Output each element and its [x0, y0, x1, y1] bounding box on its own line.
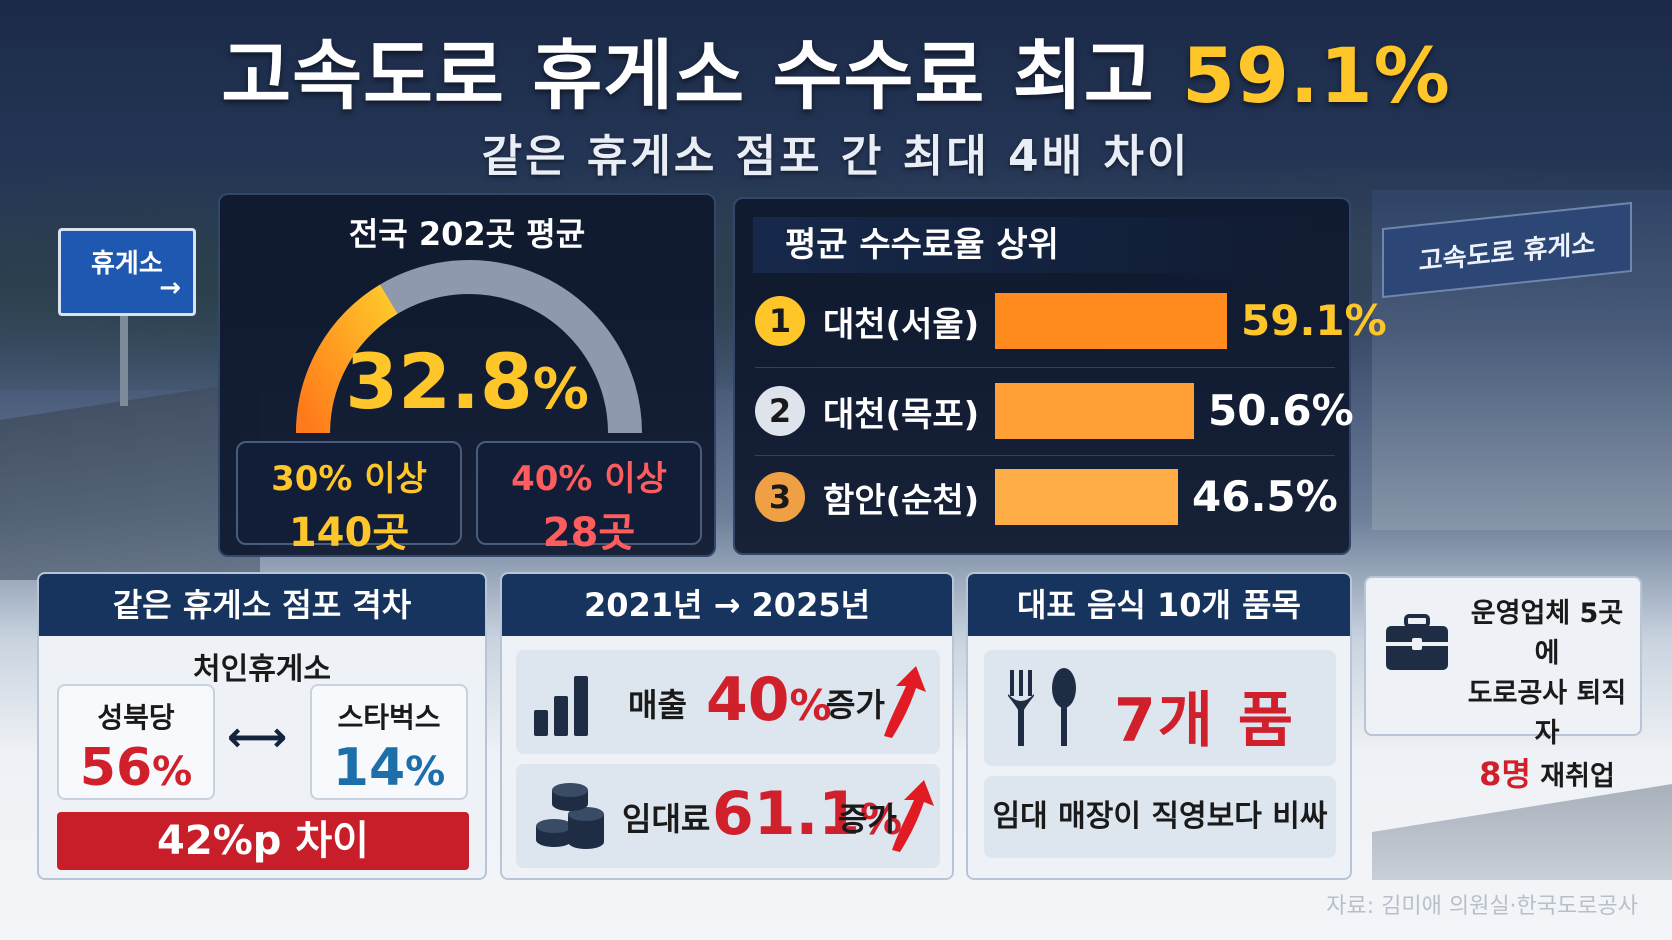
rent-increase-unit: %	[860, 795, 903, 844]
over-30-box: 30% 이상 140곳	[236, 441, 462, 556]
gauge-fill	[296, 284, 398, 434]
rest-area-road-sign: 휴게소 →	[58, 228, 196, 316]
rank-badge: 1	[755, 296, 805, 346]
gauge-value: 32.8%	[220, 337, 714, 426]
sales-increase: 40%	[706, 664, 832, 742]
rank-badge: 3	[755, 472, 805, 522]
store-box-right: 스타벅스 14%	[310, 684, 468, 800]
rent-increase: 61.1%	[712, 778, 902, 856]
rank-name: 대천(서울)	[823, 305, 980, 345]
gauge-value-unit: %	[532, 357, 589, 422]
trend-card: 2021년 → 2025년 매출 40% 증가 임대료 61.1% 증가	[500, 572, 954, 880]
reemployment-text: 운영업체 5곳에 도로공사 퇴직자 8명 재취업	[1462, 594, 1632, 797]
headline: 고속도로 휴게소 수수료 최고 59.1%	[0, 14, 1672, 124]
rent-row: 임대료 61.1% 증가	[516, 764, 940, 868]
reemployment-line2: 도로공사 퇴직자	[1467, 678, 1627, 749]
food-card: 대표 음식 10개 품목 7개 품목 임대 매장이 직영보다 비싸	[966, 572, 1352, 880]
sign-pole	[120, 316, 128, 406]
over-30-label: 30% 이상	[271, 459, 427, 499]
arrow-right-icon: →	[159, 273, 181, 303]
food-count-row: 7개 품목	[984, 650, 1336, 843]
ranking-title: 평균 수수료율 상위	[753, 217, 1333, 273]
fork-spoon-icon	[1008, 668, 1076, 746]
store-name: 성북당	[97, 701, 175, 734]
over-40-box: 40% 이상 28곳	[476, 441, 702, 556]
rank-value: 50.6%	[1208, 386, 1354, 435]
gauge-chart	[296, 260, 642, 434]
reemployment-line1: 운영업체 5곳에	[1470, 598, 1624, 669]
store-box-left: 성북당 56%	[57, 684, 215, 800]
trend-title: 2021년 → 2025년	[502, 574, 952, 636]
double-arrow-icon: ⟷	[227, 712, 288, 761]
rank-name: 함안(순천)	[823, 481, 980, 521]
ranking-row: 2 대천(목포) 50.6%	[755, 375, 1354, 447]
rank-value: 59.1%	[1241, 296, 1387, 345]
rank-badge: 2	[755, 386, 805, 436]
store-gap-card: 같은 휴게소 점포 격차 처인휴게소 성북당 56% ⟷ 스타벅스 14% 42…	[37, 572, 487, 880]
rent-increase-number: 61.1	[712, 779, 861, 849]
over-40-count: 28곳	[542, 510, 636, 556]
reemployment-line3: 8명 재취업	[1462, 754, 1632, 797]
sales-label: 매출	[628, 686, 687, 724]
rank-bar	[995, 293, 1227, 349]
trend-up-arrow-icon	[892, 780, 934, 852]
store-rate: 56%	[59, 738, 213, 798]
rest-area-name: 처인휴게소	[193, 652, 331, 687]
ranking-panel: 평균 수수료율 상위 1 대천(서울) 59.1% 2 대천(목포) 50.6%…	[733, 197, 1387, 555]
gauge-title: 전국 202곳 평균	[348, 215, 586, 253]
headline-highlight: 59.1%	[1182, 31, 1451, 120]
store-rate-unit: %	[405, 749, 446, 795]
sales-suffix: 증가	[826, 686, 885, 724]
over-30-count: 140곳	[288, 510, 410, 556]
rent-label: 임대료	[622, 800, 711, 838]
rank-name: 대천(목포)	[823, 395, 980, 435]
over-40-label: 40% 이상	[511, 459, 667, 499]
food-title: 대표 음식 10개 품목	[968, 574, 1350, 636]
source-credit: 자료: 김미애 의원실·한국도로공사	[1326, 894, 1638, 919]
gauge-value-number: 32.8	[345, 337, 533, 426]
subheadline: 같은 휴게소 점포 간 최대 4배 차이	[481, 131, 1191, 182]
food-note: 임대 매장이 직영보다 비싸	[984, 776, 1336, 858]
road-sign-text: 휴게소	[91, 249, 163, 279]
rank-value: 46.5%	[1192, 472, 1338, 521]
rank-bar	[995, 469, 1178, 525]
store-gap-title: 같은 휴게소 점포 격차	[39, 574, 485, 636]
store-rate-unit: %	[152, 749, 193, 795]
briefcase-icon	[1386, 614, 1448, 670]
ranking-row: 3 함안(순천) 46.5%	[755, 461, 1338, 533]
bar-chart-icon	[534, 676, 588, 736]
divider	[755, 455, 1335, 456]
rent-suffix: 증가	[838, 800, 897, 838]
average-gauge-panel: 전국 202곳 평균 32.8% 30% 이상 140곳 40% 이상 28곳	[218, 193, 716, 557]
reemployment-card: 운영업체 5곳에 도로공사 퇴직자 8명 재취업	[1364, 576, 1642, 793]
sales-increase-number: 40	[706, 665, 790, 735]
reemployment-suffix: 재취업	[1540, 761, 1615, 792]
sales-row: 매출 40% 증가	[516, 650, 940, 754]
background-road-left	[0, 380, 260, 580]
headline-main: 고속도로 휴게소 수수료 최고	[221, 31, 1155, 120]
sales-increase-unit: %	[789, 681, 832, 730]
store-name: 스타벅스	[337, 701, 441, 734]
divider	[755, 367, 1335, 368]
coins-icon	[536, 783, 604, 849]
store-rate-number: 56	[79, 738, 153, 798]
store-rate: 14%	[312, 738, 466, 798]
store-rate-number: 14	[332, 738, 406, 798]
reemployment-count: 8명	[1479, 755, 1531, 793]
trend-up-arrow-icon	[884, 666, 926, 738]
gap-difference: 42%p 차이	[57, 812, 469, 870]
rank-bar	[995, 383, 1194, 439]
ranking-row: 1 대천(서울) 59.1%	[755, 285, 1387, 357]
